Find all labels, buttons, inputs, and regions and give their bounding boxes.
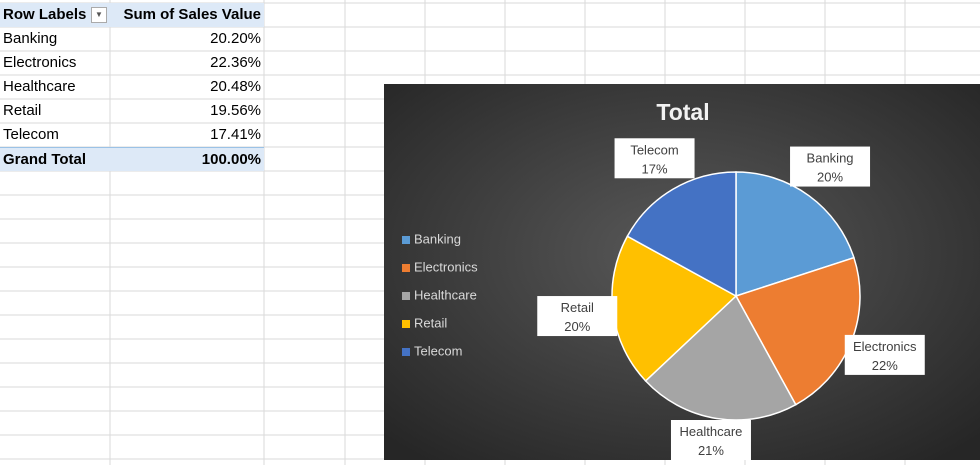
data-label-value: 21% xyxy=(698,443,724,458)
data-label-category: Electronics xyxy=(853,339,917,354)
data-label-box xyxy=(670,420,751,460)
table-cell: Retail xyxy=(3,102,42,119)
table-cell: Healthcare xyxy=(3,78,76,95)
data-label-category: Retail xyxy=(561,300,594,315)
legend-label: Healthcare xyxy=(414,287,477,302)
table-cell: Telecom xyxy=(3,126,59,143)
pie-slice xyxy=(735,171,855,298)
data-label-value: 20% xyxy=(564,319,590,334)
table-cell: Sum of Sales Value xyxy=(110,3,264,27)
legend-label: Banking xyxy=(414,231,461,246)
data-label-box xyxy=(537,296,618,337)
table-cell: 17.41% xyxy=(210,126,261,143)
legend-label: Electronics xyxy=(414,259,478,274)
chart: Total Banking 20% Electronics 22% Healthcare… xyxy=(384,84,980,460)
table-cell: 19.56% xyxy=(210,102,261,119)
table-cell: 100.00% xyxy=(110,147,264,171)
table-cell: Banking xyxy=(3,30,58,47)
data-label-box xyxy=(790,146,871,187)
data-label-value: 20% xyxy=(817,170,843,185)
data-label: Telecom 17% xyxy=(630,142,678,176)
data-label-category: Banking xyxy=(807,151,854,166)
table-cell: Electronics xyxy=(3,54,77,71)
legend-label: Retail xyxy=(414,315,447,330)
data-label-value: 22% xyxy=(872,358,898,373)
legend-swatch xyxy=(402,348,410,356)
data-label-category: Healthcare xyxy=(680,424,743,439)
data-label-box xyxy=(844,334,925,375)
legend-swatch xyxy=(402,264,410,272)
legend-label: Telecom xyxy=(414,343,462,358)
table-cell: 20.48% xyxy=(210,78,261,95)
legend-swatch xyxy=(402,320,410,328)
chart-title: Total xyxy=(656,99,709,125)
table-cell: Grand Total xyxy=(0,147,110,171)
legend-swatch xyxy=(402,236,410,244)
table-cell: 22.36% xyxy=(210,54,261,71)
data-label: Retail 20% xyxy=(561,300,594,334)
filter-button[interactable]: ▼ xyxy=(91,7,107,23)
pie-slice xyxy=(626,171,737,298)
data-label-value: 17% xyxy=(642,161,668,176)
data-label: Electronics 22% xyxy=(853,339,917,373)
data-label-box xyxy=(614,138,695,179)
table-cell: 20.20% xyxy=(210,30,261,47)
data-label: Healthcare 21% xyxy=(680,424,743,458)
legend-swatch xyxy=(402,292,410,300)
pie-slice xyxy=(644,294,797,421)
data-label: Banking 20% xyxy=(807,151,854,185)
data-label-category: Telecom xyxy=(630,142,678,157)
